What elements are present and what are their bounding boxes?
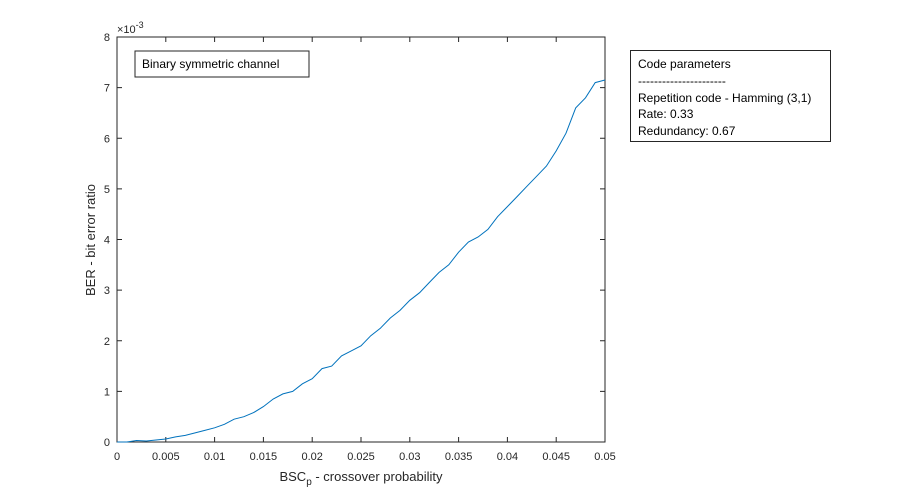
x-tick-label: 0.005: [152, 451, 180, 463]
params-separator: ----------------------: [638, 73, 726, 88]
y-ticks: 0 1 2 3 4 5 6 7 8: [104, 32, 605, 449]
x-tick-label: 0.05: [594, 451, 615, 463]
x-tick-label: 0.01: [204, 451, 225, 463]
x-ticks: 0 0.005 0.01 0.015 0.02 0.025 0.03 0.035 0.04 0.0…: [114, 37, 616, 463]
x-tick-label: 0.03: [399, 451, 420, 463]
params-rate: Rate: 0.33: [638, 107, 694, 122]
y-tick-label: 5: [104, 184, 110, 196]
x-tick-label: 0.04: [497, 451, 518, 463]
x-tick-label: 0.015: [250, 451, 278, 463]
channel-label-box: [134, 50, 310, 78]
x-tick-label: 0.02: [301, 451, 322, 463]
channel-label: Binary symmetric channel: [142, 57, 279, 71]
y-tick-label: 1: [104, 386, 110, 398]
params-code: Repetition code - Hamming (3,1): [638, 90, 812, 105]
x-axis-label: BSCp - crossover probability: [279, 469, 443, 488]
y-exponent: ×10-3: [117, 20, 144, 36]
y-tick-label: 4: [104, 235, 110, 247]
ber-series-line: [117, 79, 606, 443]
x-tick-label: 0.035: [445, 451, 473, 463]
y-tick-label: 8: [104, 32, 110, 44]
axes-box: [116, 36, 606, 443]
code-parameters-box: Code parameters ---------------------- R…: [630, 50, 831, 142]
y-tick-label: 2: [104, 336, 110, 348]
y-tick-label: 7: [104, 83, 110, 95]
y-axis-label: BER - bit error ratio: [83, 184, 98, 296]
params-title: Code parameters: [638, 57, 731, 71]
y-tick-label: 6: [104, 133, 110, 145]
x-tick-label: 0.025: [347, 451, 375, 463]
x-tick-label: 0: [114, 451, 120, 463]
x-tick-label: 0.045: [542, 451, 570, 463]
params-redundancy: Redundancy: 0.67: [638, 124, 736, 139]
y-tick-label: 3: [104, 285, 110, 297]
y-tick-label: 0: [104, 437, 110, 449]
